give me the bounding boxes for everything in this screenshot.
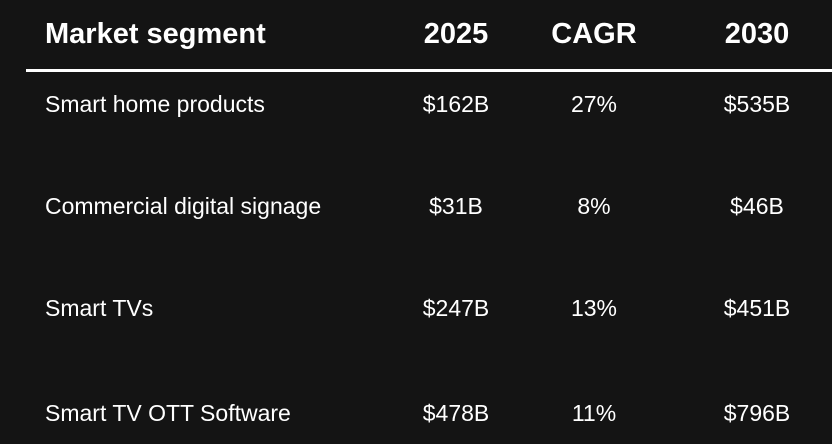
header-market-segment: Market segment <box>45 18 266 50</box>
header-2025: 2025 <box>423 18 489 50</box>
cell-cagr: 13% <box>570 295 618 321</box>
cell-cagr: 11% <box>571 400 617 426</box>
cell-2025: $31B <box>429 193 483 219</box>
cell-segment: Smart TVs <box>45 295 154 321</box>
cell-2025: $247B <box>422 295 490 321</box>
cell-2030: $46B <box>730 193 784 219</box>
cell-2025: $478B <box>422 400 490 426</box>
header-2030: 2030 <box>724 18 790 50</box>
cell-cagr: 8% <box>577 193 611 219</box>
table-row: Smart TVs $247B 13% $451B <box>0 288 832 328</box>
cell-segment: Smart TV OTT Software <box>45 400 291 426</box>
cell-2030: $535B <box>723 91 791 117</box>
cell-2030: $796B <box>723 400 791 426</box>
table-row: Smart TV OTT Software $478B 11% $796B <box>0 393 832 433</box>
table-row: Commercial digital signage $31B 8% $46B <box>0 186 832 226</box>
table-header-row: Market segment 2025 CAGR 2030 <box>0 0 832 70</box>
cell-2025: $162B <box>422 91 490 117</box>
cell-2030: $451B <box>723 295 791 321</box>
cell-segment: Commercial digital signage <box>45 193 322 219</box>
cell-segment: Smart home products <box>45 91 265 117</box>
header-divider <box>26 69 832 72</box>
header-cagr: CAGR <box>551 18 637 50</box>
cell-cagr: 27% <box>570 91 618 117</box>
table-row: Smart home products $162B 27% $535B <box>0 84 832 124</box>
